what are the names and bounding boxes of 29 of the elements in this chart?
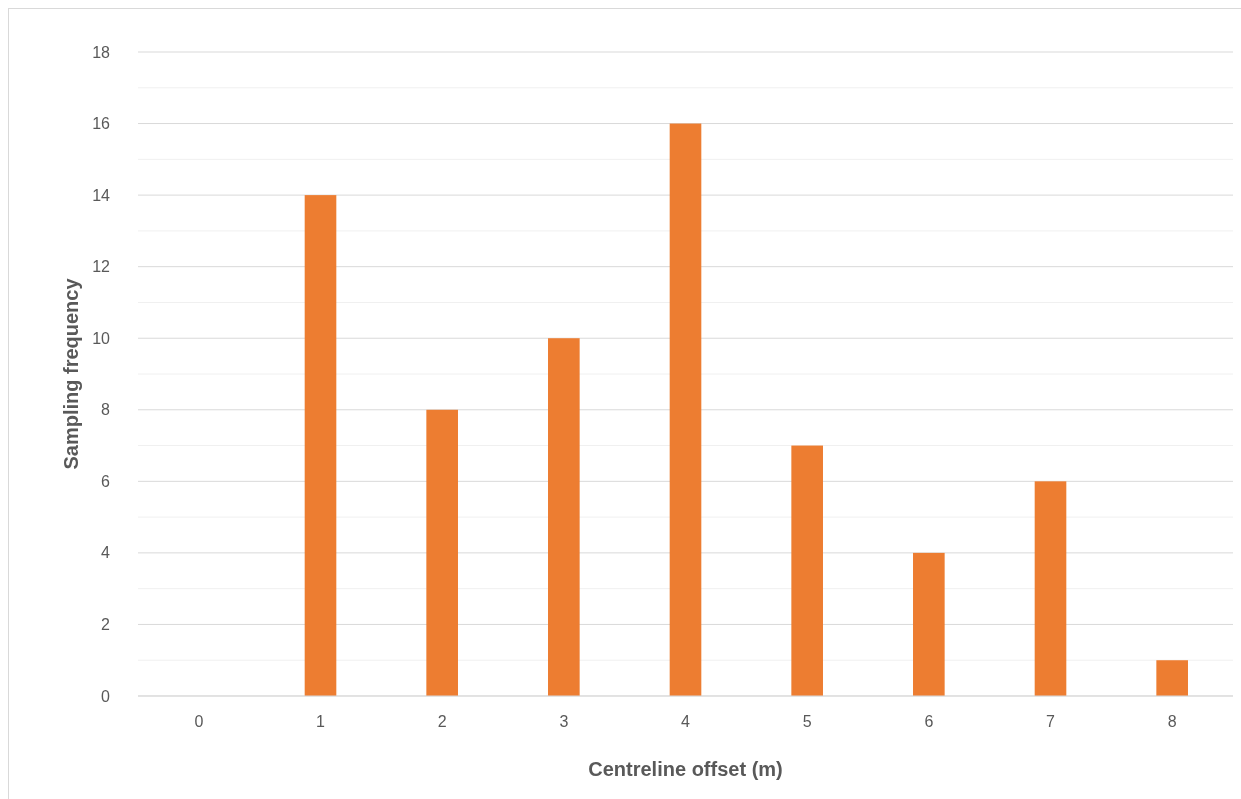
bar <box>1156 660 1188 696</box>
bar <box>1034 481 1067 696</box>
x-tick-label: 5 <box>802 713 812 730</box>
y-tick-label: 4 <box>101 544 111 562</box>
bar <box>304 195 337 696</box>
y-tick-label: 6 <box>101 472 111 490</box>
y-tick-label: 12 <box>92 258 111 276</box>
y-tick-label: 16 <box>92 115 111 133</box>
x-tick-label: 3 <box>559 713 569 730</box>
bar <box>791 445 823 696</box>
x-tick-label: 1 <box>316 713 326 730</box>
y-tick-label: 8 <box>101 401 111 419</box>
x-tick-label: 4 <box>681 713 691 730</box>
y-tick-label: 14 <box>92 186 111 204</box>
y-tick-label: 2 <box>101 616 111 634</box>
x-tick-label: 6 <box>924 713 934 730</box>
y-axis-title: Sampling frequency <box>60 277 82 470</box>
y-tick-label: 18 <box>92 43 111 61</box>
y-tick-label: 0 <box>101 687 111 705</box>
x-tick-label: 7 <box>1046 713 1056 730</box>
y-tick-label: 10 <box>92 329 111 347</box>
bar <box>669 123 702 696</box>
x-tick-label: 2 <box>437 713 447 730</box>
x-tick-label: 8 <box>1167 713 1177 730</box>
x-tick-label: 0 <box>194 713 204 730</box>
bar <box>548 338 580 696</box>
bar <box>913 552 945 696</box>
bar <box>426 409 458 696</box>
x-axis-title: Centreline offset (m) <box>588 758 783 780</box>
